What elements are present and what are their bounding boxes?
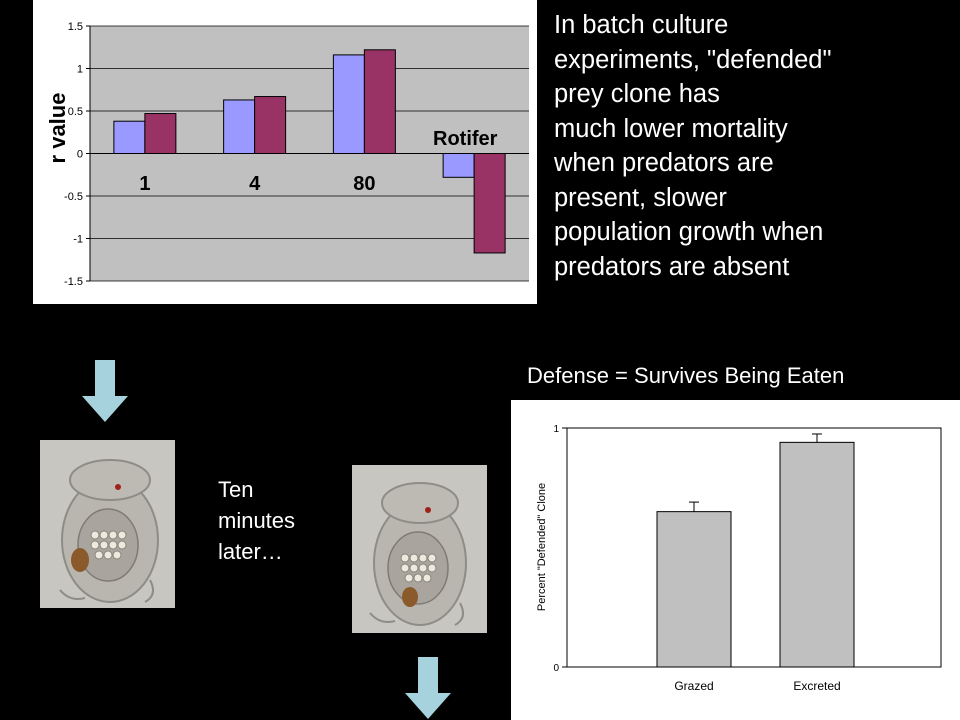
description-line: when predators are	[554, 149, 774, 177]
r-value-chart: -1.5 -1 -0.5 0 0.5 1 1.5 1 4 80 Rotifer	[33, 0, 537, 304]
category-label: Excreted	[793, 679, 840, 693]
caption-line: Ten	[218, 477, 254, 502]
plot-frame	[566, 427, 942, 668]
bar	[332, 54, 365, 154]
y-tick-label: 1.5	[68, 21, 83, 33]
description-line: present, slower	[554, 183, 727, 212]
bar	[113, 120, 146, 154]
category-label: 80	[353, 173, 375, 195]
caption-line: minutes	[218, 508, 296, 533]
bar	[779, 441, 855, 668]
r-value-axis-label: r value	[45, 92, 70, 164]
defended-clone-chart-svg: 0 1 Grazed Excreted	[553, 424, 942, 693]
description-line: In batch culture	[554, 11, 729, 39]
r-value-chart-svg: -1.5 -1 -0.5 0 0.5 1 1.5 1 4 80	[64, 21, 529, 288]
rotifer-illustration	[352, 465, 487, 633]
rotifer-photo-after	[352, 465, 487, 633]
description-text: In batch culture experiments, "defended"…	[554, 8, 934, 284]
y-tick-label: 1	[77, 64, 83, 76]
bar	[442, 153, 475, 178]
bar	[473, 153, 506, 254]
y-tick-label: -0.5	[64, 191, 83, 203]
defended-clone-axis-label: Percent "Defended" Clone	[536, 482, 548, 612]
time-caption: Ten minutes later…	[218, 474, 328, 567]
y-tick-label: 0.5	[68, 106, 83, 118]
description-line: much lower mortality	[554, 114, 788, 143]
y-tick-label: -1.5	[64, 276, 83, 288]
description-line: predators are absent	[554, 252, 790, 281]
bar	[254, 96, 287, 155]
rotifer-annotation: Rotifer	[433, 128, 498, 150]
bar	[363, 49, 396, 154]
y-tick-label: 1	[553, 424, 559, 435]
rotifer-photo-before	[40, 440, 175, 608]
category-label: 4	[249, 173, 261, 195]
description-line: population growth when	[554, 218, 824, 246]
bar	[656, 511, 732, 668]
defended-clone-chart: 0 1 Grazed Excreted	[511, 400, 960, 720]
bar	[144, 113, 177, 155]
y-tick-label: 0	[553, 663, 559, 674]
down-arrow-icon	[82, 360, 128, 422]
category-label: 1	[139, 173, 150, 195]
description-line: experiments, "defended"	[554, 45, 832, 74]
bar	[223, 99, 256, 154]
category-label: Grazed	[674, 679, 713, 693]
down-arrow-icon	[405, 657, 451, 719]
defense-chart-title: Defense = Survives Being Eaten	[527, 363, 845, 388]
description-line: prey clone has	[554, 80, 720, 108]
caption-line: later…	[218, 539, 283, 564]
y-tick-label: -1	[73, 234, 83, 246]
rotifer-illustration	[40, 440, 175, 608]
y-tick-label: 0	[77, 149, 83, 161]
